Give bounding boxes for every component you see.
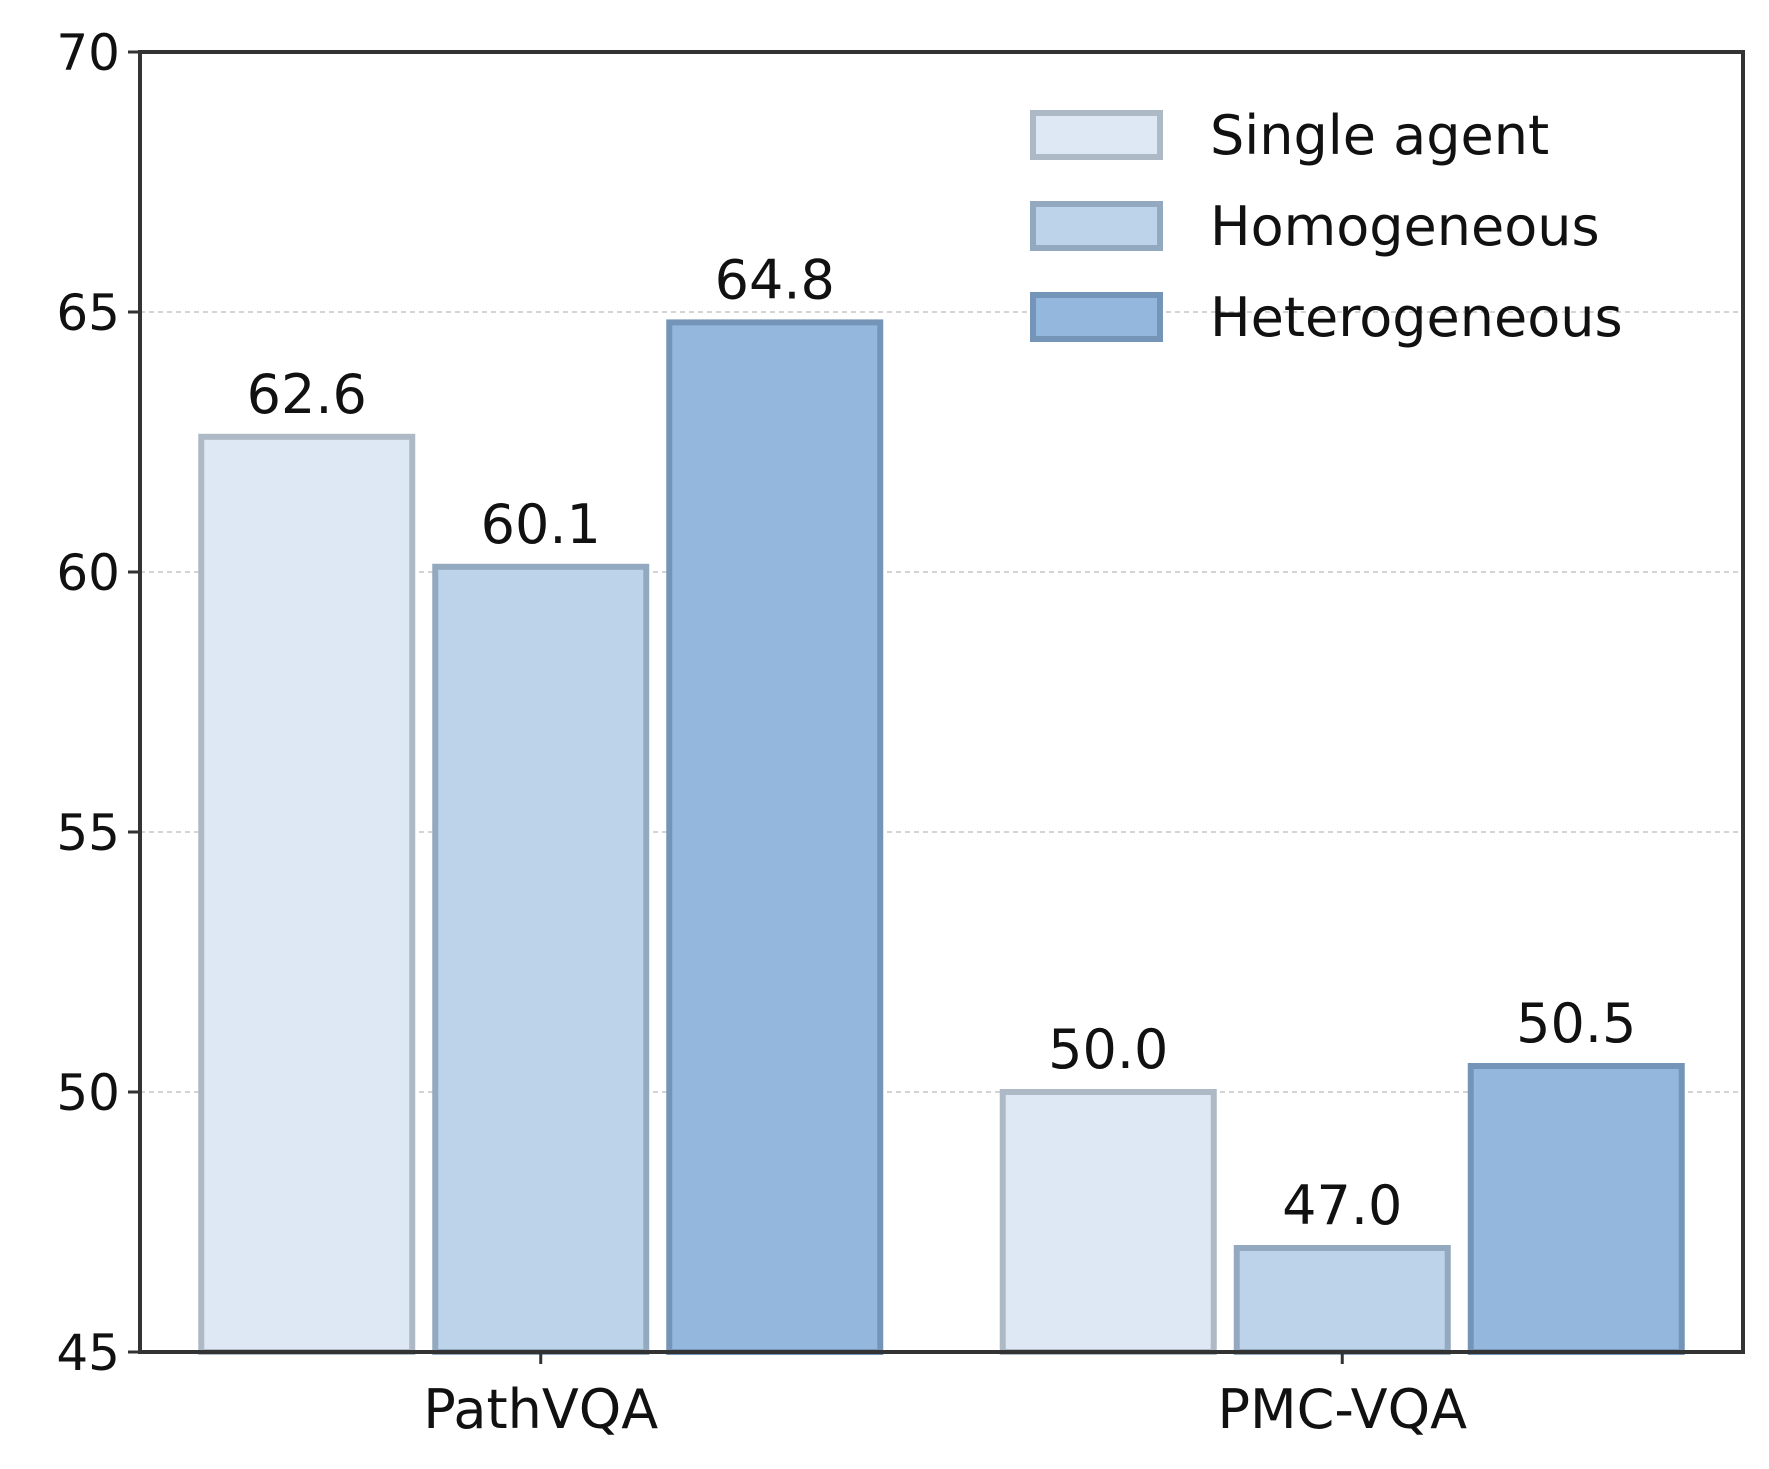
x-axis: PathVQA PMC-VQA: [423, 1352, 1467, 1441]
y-tick-label: 55: [56, 804, 120, 862]
legend-label: Homogeneous: [1210, 195, 1600, 258]
data-label: 64.8: [715, 248, 835, 311]
bar-homogeneous-pmc-vqa: [1233, 1245, 1451, 1355]
data-label: 47.0: [1282, 1174, 1402, 1237]
y-tick-label: 60: [56, 544, 120, 602]
y-tick-label: 70: [56, 24, 120, 82]
legend: Single agent Homogeneous Heterogeneous: [1030, 104, 1623, 349]
legend-swatch-homogeneous: [1030, 201, 1163, 251]
data-labels: 62.6 60.1 64.8 50.0 47.0 50.5: [247, 248, 1637, 1237]
bar-single-agent-pathvqa: [198, 433, 416, 1355]
x-tick-label: PathVQA: [423, 1378, 658, 1441]
legend-label: Single agent: [1210, 104, 1549, 167]
bars: [198, 319, 1685, 1355]
bar-single-agent-pmc-vqa: [999, 1089, 1217, 1355]
y-tick-label: 45: [56, 1324, 120, 1382]
bar-homogeneous-pathvqa: [432, 563, 650, 1355]
data-label: 60.1: [481, 493, 601, 556]
data-label: 50.0: [1048, 1018, 1168, 1081]
y-tick-label: 65: [56, 284, 120, 342]
data-label: 62.6: [247, 363, 367, 426]
plot-frame: [138, 50, 1745, 1354]
legend-swatch-single-agent: [1030, 110, 1163, 160]
legend-label: Heterogeneous: [1210, 286, 1623, 349]
data-label: 50.5: [1516, 992, 1636, 1055]
y-tick-label: 50: [56, 1064, 120, 1122]
legend-swatch-heterogeneous: [1030, 292, 1163, 342]
bar-heterogeneous-pmc-vqa: [1467, 1063, 1685, 1355]
bar-heterogeneous-pathvqa: [666, 319, 884, 1355]
x-tick-label: PMC-VQA: [1217, 1378, 1467, 1441]
y-axis: 45 50 55 60 65 70: [56, 24, 140, 1382]
